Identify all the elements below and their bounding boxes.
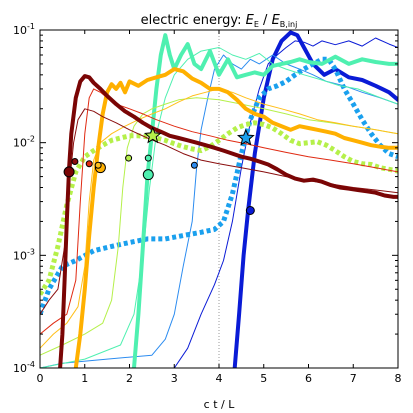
series-line-1 bbox=[173, 37, 398, 368]
circle-marker-3 bbox=[85, 160, 93, 168]
chart-title: electric energy: EE / EB,inj bbox=[141, 13, 298, 29]
series-line-7 bbox=[40, 97, 398, 356]
x-tick-label: 3 bbox=[171, 372, 178, 385]
y-tick-label: 10-1 bbox=[13, 22, 35, 37]
circle-marker-5 bbox=[94, 161, 102, 169]
circle-marker-7 bbox=[144, 154, 152, 162]
x-tick-label: 8 bbox=[395, 372, 402, 385]
x-tick-label: 6 bbox=[305, 372, 312, 385]
y-tick-label: 10-3 bbox=[13, 247, 35, 262]
series-line-13 bbox=[58, 74, 398, 368]
marker-layer bbox=[63, 126, 255, 215]
y-tick-label: 10-2 bbox=[13, 135, 35, 150]
star-marker-11 bbox=[143, 126, 162, 144]
x-axis-label: c t / L bbox=[204, 398, 236, 411]
circle-marker-6 bbox=[125, 154, 133, 162]
y-tick-label: 10-4 bbox=[13, 360, 35, 375]
circle-marker-10 bbox=[245, 205, 255, 215]
circle-marker-2 bbox=[71, 158, 79, 166]
series-line-4 bbox=[40, 56, 398, 316]
x-tick-label: 2 bbox=[126, 372, 133, 385]
circle-marker-8 bbox=[142, 169, 154, 181]
circle-marker-9 bbox=[190, 161, 198, 169]
x-tick-label: 4 bbox=[216, 372, 223, 385]
circle-marker-1 bbox=[63, 166, 75, 178]
x-tick-label: 7 bbox=[350, 372, 357, 385]
x-tick-label: 5 bbox=[260, 372, 267, 385]
tick-layer: 0 1 2 3 4 5 6 7 8 10-4 10-3 10-2 10-1 bbox=[13, 22, 401, 385]
x-tick-label: 0 bbox=[37, 372, 44, 385]
series-line-11 bbox=[40, 88, 398, 335]
series-line-10 bbox=[73, 67, 398, 368]
series-line-9 bbox=[40, 88, 398, 349]
star-marker-12 bbox=[236, 128, 255, 146]
x-tick-label: 1 bbox=[81, 372, 88, 385]
